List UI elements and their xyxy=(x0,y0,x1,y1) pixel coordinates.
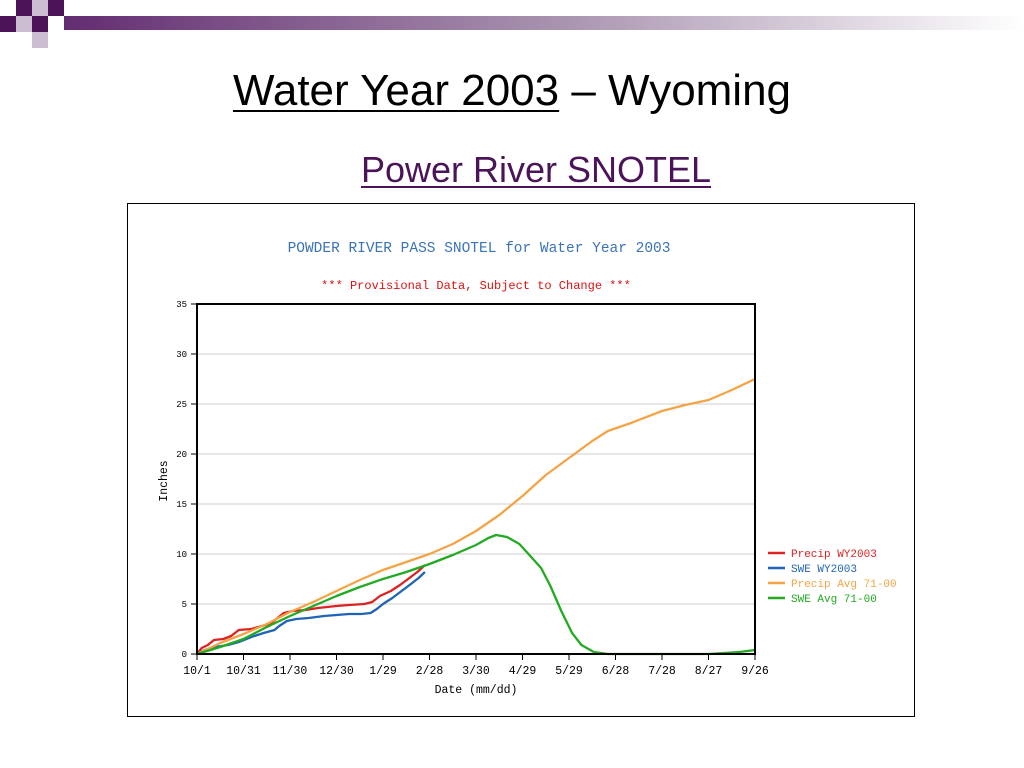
y-tick-label: 10 xyxy=(176,550,187,560)
x-tick-label: 7/28 xyxy=(648,665,676,678)
slide-subtitle: Power River SNOTEL xyxy=(360,149,712,190)
deco-square xyxy=(48,0,64,16)
y-tick-label: 5 xyxy=(182,600,187,610)
x-tick-label: 6/28 xyxy=(602,665,630,678)
chart-subtitle: *** Provisional Data, Subject to Change … xyxy=(321,279,631,293)
x-tick-label: 8/27 xyxy=(695,665,723,678)
deco-square xyxy=(32,0,48,16)
chart-title: POWDER RIVER PASS SNOTEL for Water Year … xyxy=(288,241,671,257)
series-line xyxy=(196,571,426,656)
series-line xyxy=(196,377,756,656)
gradient-bar xyxy=(0,16,1024,30)
legend-entry: Precip WY2003 xyxy=(791,549,877,561)
y-tick-label: 35 xyxy=(176,300,187,310)
x-axis-label: Date (mm/dd) xyxy=(435,684,518,697)
snotel-chart: POWDER RIVER PASS SNOTEL for Water Year … xyxy=(127,203,915,717)
corner-decoration xyxy=(0,0,1024,48)
legend-entry: SWE Avg 71-00 xyxy=(791,594,877,606)
x-tick-label: 10/1 xyxy=(183,665,211,678)
deco-square xyxy=(0,0,16,16)
x-tick-label: 5/29 xyxy=(555,665,583,678)
plot-area-border xyxy=(196,303,756,655)
deco-square xyxy=(32,32,48,48)
deco-square xyxy=(48,16,64,32)
series-line xyxy=(196,533,756,656)
deco-square xyxy=(0,16,16,32)
x-tick-label: 2/28 xyxy=(416,665,444,678)
x-tick-label: 12/30 xyxy=(319,665,354,678)
x-tick-label: 10/31 xyxy=(226,665,261,678)
legend-entry: SWE WY2003 xyxy=(791,564,857,576)
deco-square xyxy=(16,32,32,48)
x-tick-label: 11/30 xyxy=(273,665,308,678)
deco-square xyxy=(0,32,16,48)
legend-entry: Precip Avg 71-00 xyxy=(791,579,897,591)
slide-title: Water Year 2003 – Wyoming xyxy=(0,66,1024,116)
y-tick-label: 15 xyxy=(176,500,187,510)
slide-title-rest: – Wyoming xyxy=(559,66,792,115)
x-tick-label: 9/26 xyxy=(741,665,769,678)
y-tick-label: 0 xyxy=(182,650,187,660)
y-tick-label: 25 xyxy=(176,400,187,410)
deco-square xyxy=(32,16,48,32)
y-axis-label: Inches xyxy=(158,460,171,501)
x-tick-label: 1/29 xyxy=(369,665,397,678)
slide-title-main: Water Year 2003 xyxy=(232,66,560,115)
y-tick-label: 30 xyxy=(176,350,187,360)
deco-square xyxy=(16,0,32,16)
x-tick-label: 4/29 xyxy=(509,665,537,678)
x-tick-label: 3/30 xyxy=(462,665,490,678)
deco-square xyxy=(16,16,32,32)
y-tick-label: 20 xyxy=(176,450,187,460)
